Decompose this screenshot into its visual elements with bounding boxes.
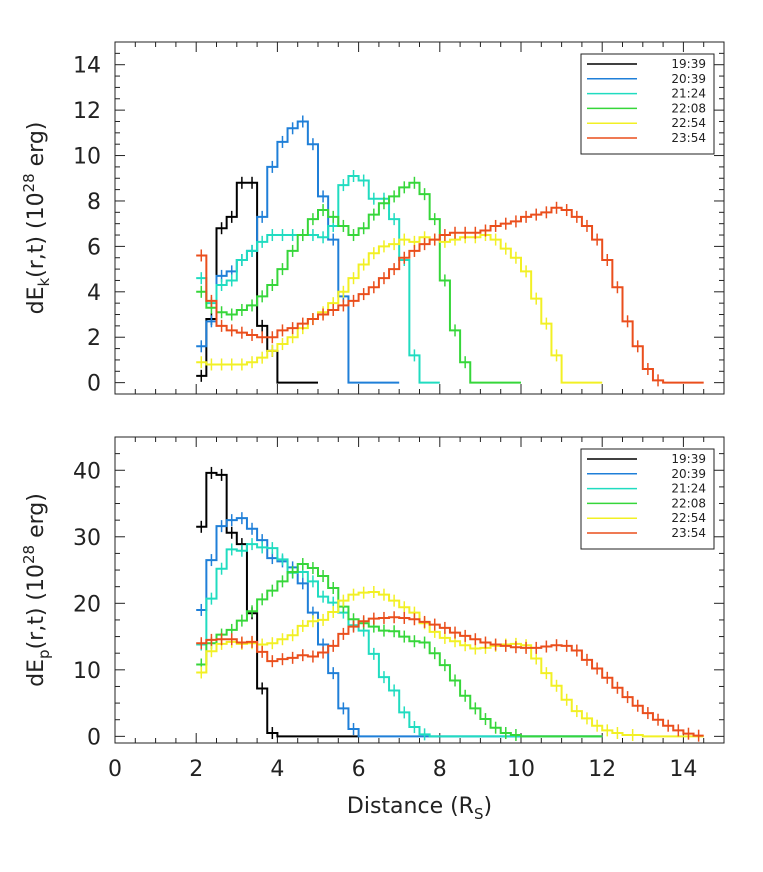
legend-label: 19:39	[671, 452, 706, 466]
y-tick-label: 8	[87, 190, 101, 215]
legend-label: 22:54	[671, 116, 706, 130]
legend-label: 21:24	[671, 87, 706, 101]
series-line-2124	[196, 543, 603, 738]
x-tick-label: 12	[588, 757, 616, 782]
legend-label: 20:39	[671, 467, 706, 481]
x-tick-label: 10	[507, 757, 535, 782]
x-tick-label: 14	[669, 757, 697, 782]
legend-label: 19:39	[671, 57, 706, 71]
y-axis-title: dEk(r,t) (1028 erg)	[20, 122, 53, 315]
x-tick-label: 8	[433, 757, 447, 782]
series-line-2208	[196, 181, 521, 384]
y-tick-label: 12	[73, 99, 101, 124]
y-tick-label: 10	[73, 145, 101, 170]
series-line-2354	[196, 616, 704, 737]
y-tick-label: 30	[73, 526, 101, 551]
y-tick-label: 40	[73, 459, 101, 484]
y-tick-label: 0	[87, 725, 101, 750]
legend-label: 21:24	[671, 482, 706, 496]
y-tick-label: 14	[73, 54, 101, 79]
series-line-2124	[196, 174, 440, 384]
legend-label: 22:08	[671, 496, 706, 510]
y-tick-label: 2	[87, 326, 101, 351]
potential-energy-panel: 0 10 20 30 40 0 2 4 6 8 10 12 14 dEp(r,t) (1028 erg) D…	[20, 436, 725, 823]
series-line-2039	[196, 120, 400, 384]
y-tick-label: 4	[87, 281, 101, 306]
legend-label: 22:54	[671, 511, 706, 525]
legend-label: 22:08	[671, 101, 706, 115]
y-tick-label: 20	[73, 592, 101, 617]
series-line-1939	[196, 471, 359, 738]
legend-label: 23:54	[671, 526, 706, 540]
x-axis-title: Distance (RS)	[347, 794, 492, 823]
series-group	[196, 115, 704, 387]
y-tick-label: 6	[87, 235, 101, 260]
kinetic-energy-panel: 0 2 4 6 8 10 12 14 dEk(r,t) (1028 erg) 19:3920:39…	[20, 41, 725, 397]
y-tick-label: 10	[73, 659, 101, 684]
series-line-2354	[196, 206, 704, 384]
series-line-2208	[196, 563, 603, 738]
y-tick-label: 0	[87, 372, 101, 397]
legend-label: 23:54	[671, 131, 706, 145]
series-group	[196, 466, 704, 742]
x-tick-label: 0	[108, 757, 122, 782]
legend-label: 20:39	[671, 72, 706, 86]
series-line-1939	[196, 181, 318, 384]
x-tick-label: 2	[189, 757, 203, 782]
y-axis-title: dEp(r,t) (1028 erg)	[20, 493, 53, 687]
x-tick-label: 6	[352, 757, 366, 782]
x-tick-label: 4	[270, 757, 284, 782]
